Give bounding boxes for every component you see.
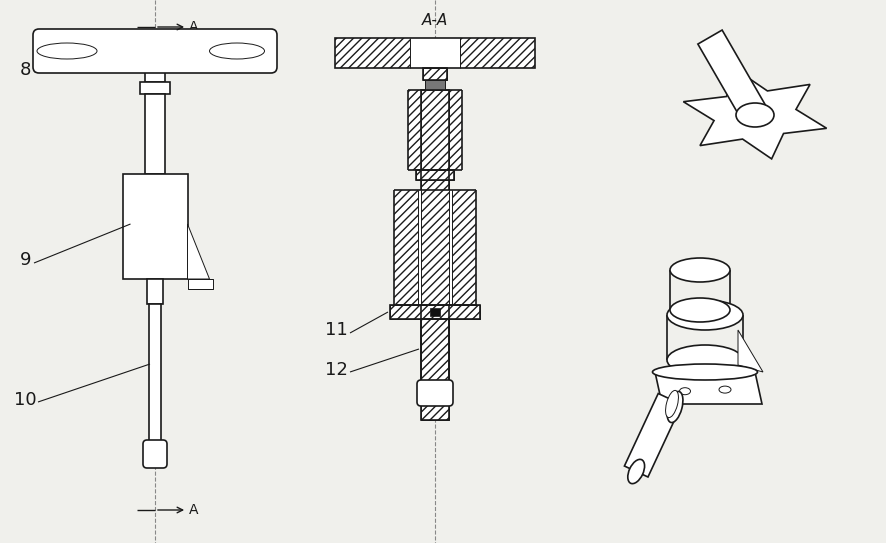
Bar — [122, 174, 188, 279]
Polygon shape — [188, 224, 209, 279]
Ellipse shape — [665, 390, 679, 418]
Text: 10: 10 — [14, 391, 36, 409]
Bar — [421, 319, 449, 389]
FancyBboxPatch shape — [33, 29, 277, 73]
Text: A-A: A-A — [422, 13, 448, 28]
Text: 8: 8 — [20, 61, 31, 79]
Bar — [449, 90, 462, 170]
Ellipse shape — [667, 300, 743, 330]
Bar — [421, 90, 449, 420]
Text: 12: 12 — [325, 361, 348, 379]
Ellipse shape — [667, 345, 743, 375]
Bar — [416, 170, 454, 180]
Bar — [425, 80, 445, 90]
Bar — [416, 170, 454, 180]
Bar — [421, 90, 449, 420]
Bar — [418, 190, 452, 305]
Text: 9: 9 — [20, 251, 32, 269]
Bar — [390, 305, 480, 319]
Polygon shape — [738, 330, 763, 372]
Text: A: A — [189, 20, 198, 34]
Polygon shape — [683, 71, 827, 159]
Ellipse shape — [736, 103, 774, 127]
Bar — [408, 90, 421, 170]
Bar — [394, 190, 418, 305]
Bar — [147, 279, 163, 304]
Bar — [390, 305, 480, 319]
Bar — [145, 67, 165, 82]
Ellipse shape — [680, 388, 690, 395]
Bar — [410, 38, 460, 68]
Bar — [145, 94, 165, 174]
Ellipse shape — [667, 392, 683, 422]
Polygon shape — [655, 372, 762, 404]
Ellipse shape — [670, 258, 730, 282]
Polygon shape — [698, 30, 767, 122]
Bar — [460, 38, 535, 68]
Bar — [188, 279, 213, 289]
Bar — [423, 68, 447, 80]
FancyBboxPatch shape — [143, 440, 167, 468]
Bar — [452, 190, 476, 305]
Ellipse shape — [209, 43, 265, 59]
Ellipse shape — [37, 43, 97, 59]
Bar — [421, 190, 449, 305]
Bar — [335, 38, 410, 68]
Bar — [149, 304, 161, 444]
Ellipse shape — [719, 386, 731, 393]
Ellipse shape — [670, 298, 730, 322]
Bar — [140, 82, 170, 94]
Text: 11: 11 — [325, 321, 347, 339]
Ellipse shape — [652, 364, 758, 380]
Bar — [335, 38, 535, 68]
Bar — [423, 68, 447, 80]
Bar — [430, 308, 440, 316]
Text: A: A — [189, 503, 198, 517]
FancyBboxPatch shape — [417, 380, 453, 406]
Bar — [421, 319, 449, 389]
Polygon shape — [625, 394, 682, 477]
Ellipse shape — [628, 459, 645, 484]
